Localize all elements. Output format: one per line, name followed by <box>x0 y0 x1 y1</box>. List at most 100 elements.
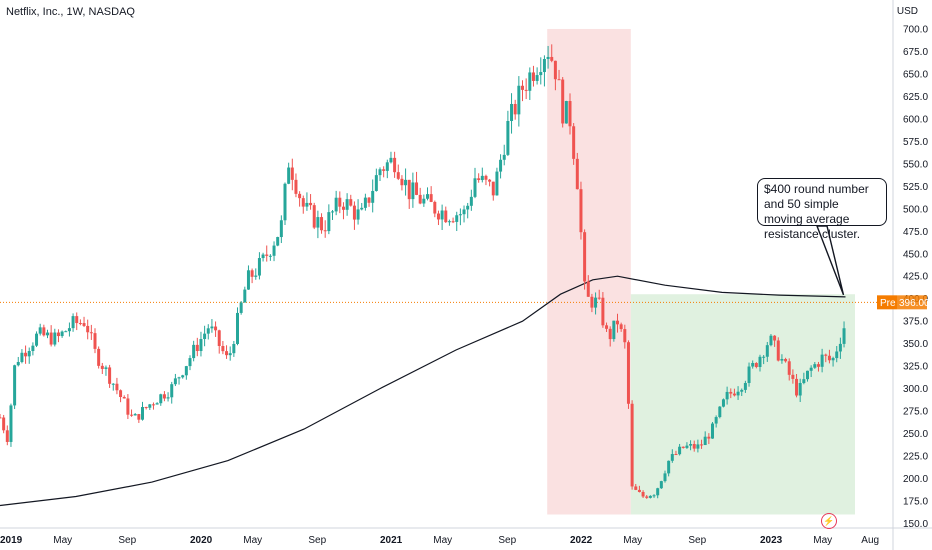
candle-body <box>696 444 700 449</box>
y-tick-label: 175.0 <box>903 497 928 508</box>
session-badge <box>877 295 897 310</box>
y-tick-label: 625.0 <box>903 92 928 103</box>
candle-body <box>648 495 652 498</box>
candle-body <box>301 198 305 207</box>
y-tick-label: 375.0 <box>903 317 928 328</box>
candle-body <box>108 367 112 384</box>
candle-body <box>53 332 57 345</box>
candle-body <box>49 332 53 345</box>
time-axis[interactable]: 2019 May Sep 2020 May Sep 2021 May Sep 2022 May Sep… <box>0 527 932 546</box>
candle-body <box>279 220 283 238</box>
candle-body <box>773 335 777 341</box>
candle-body <box>619 324 623 330</box>
candle-body <box>553 60 557 80</box>
candle-body <box>126 398 130 415</box>
candle-body <box>711 423 714 439</box>
lightning-icon[interactable]: ⚡ <box>821 513 837 529</box>
candle-body <box>130 414 134 416</box>
candle-body <box>827 355 831 361</box>
x-tick-label: Sep <box>498 535 516 546</box>
candle-body <box>806 370 809 380</box>
candle-body <box>272 245 276 256</box>
candle-body <box>491 181 495 196</box>
candle-body <box>776 340 780 361</box>
candle-body <box>173 378 177 385</box>
candle-body <box>524 89 528 91</box>
candle-body <box>341 206 345 210</box>
candle-body <box>663 473 667 482</box>
y-tick-label: 575.0 <box>903 137 928 148</box>
x-tick-label: Sep <box>118 535 136 546</box>
candle-body <box>170 384 174 398</box>
candle-body <box>751 363 755 367</box>
session-label: Pre <box>880 298 896 309</box>
candle-body <box>616 320 619 325</box>
candle-body <box>816 364 820 367</box>
candle-body <box>502 154 506 160</box>
candle-body <box>674 454 678 456</box>
candle-body <box>382 169 386 171</box>
candle-body <box>659 481 663 489</box>
y-tick-label: 300.0 <box>903 384 928 395</box>
candle-body <box>166 397 170 399</box>
candle-body <box>729 391 733 394</box>
candle-body <box>404 179 408 186</box>
candle-body <box>795 378 799 396</box>
candle-body <box>692 444 696 449</box>
candle-body <box>612 320 616 340</box>
candle-body <box>561 79 565 124</box>
annotation-callout[interactable]: $400 round number and 50 simple moving a… <box>757 178 887 241</box>
candle-body <box>261 254 265 259</box>
candle-body <box>195 344 199 352</box>
candle-body <box>838 343 842 352</box>
sma-path <box>0 275 846 507</box>
y-tick-label: 200.0 <box>903 474 928 485</box>
candle-body <box>685 445 689 448</box>
candle-body <box>455 215 459 222</box>
candle-body <box>309 202 313 206</box>
candle-body <box>236 312 239 344</box>
candle-body <box>46 332 49 336</box>
candle-body <box>35 333 39 346</box>
candle-body <box>78 323 82 325</box>
candle-body <box>630 403 634 487</box>
candle-body <box>115 383 119 391</box>
candle-body <box>352 205 356 220</box>
candle-body <box>104 367 108 369</box>
candle-body <box>60 331 64 337</box>
candle-body <box>634 486 638 490</box>
candle-body <box>257 258 261 276</box>
candle-body <box>513 103 517 115</box>
y-tick-label: 425.0 <box>903 272 928 283</box>
y-tick-label: 700.0 <box>903 24 928 35</box>
candle-body <box>363 197 367 208</box>
candle-body <box>265 254 269 256</box>
candle-body <box>89 332 93 334</box>
y-tick-label: 525.0 <box>903 182 928 193</box>
price-axis[interactable]: 150.0 175.0 200.0 225.0 250.0 275.0 300.0 325.0… <box>892 0 928 550</box>
candle-body <box>707 436 711 439</box>
y-tick-label: 250.0 <box>903 429 928 440</box>
candle-body <box>499 159 503 172</box>
candle-body <box>531 72 535 81</box>
candle-body <box>184 366 188 376</box>
candle-body <box>283 183 287 221</box>
candle-body <box>678 446 682 455</box>
candle-body <box>27 351 31 357</box>
candle-body <box>151 404 155 406</box>
candle-body <box>824 354 828 356</box>
candle-body <box>239 302 243 313</box>
candle-body <box>188 358 192 367</box>
candle-body <box>141 407 144 420</box>
candle-body <box>623 329 627 343</box>
candle-body <box>393 157 397 173</box>
candle-body <box>137 414 141 420</box>
candle-body <box>451 221 455 223</box>
candle-body <box>217 330 221 347</box>
candle-body <box>360 207 364 210</box>
candle-body <box>506 120 510 155</box>
callout-pointer <box>815 225 845 296</box>
candle-body <box>546 56 550 60</box>
candle-body <box>345 199 349 210</box>
